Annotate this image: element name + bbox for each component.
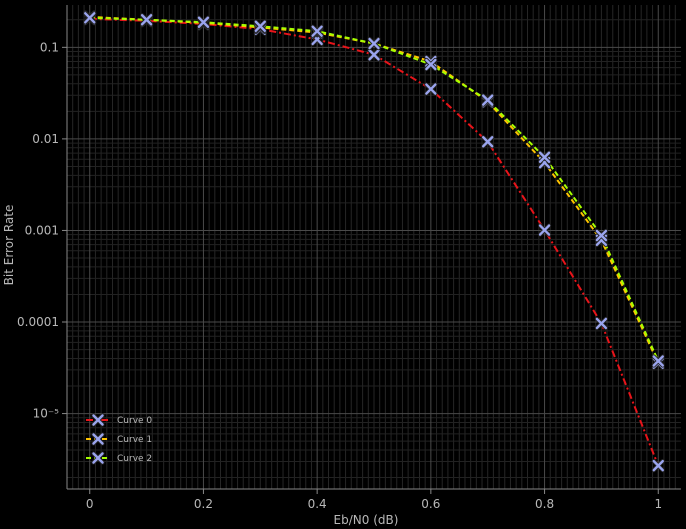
data-point-2-4	[310, 24, 324, 38]
x-tick-label: 0.6	[421, 497, 440, 511]
data-point-0-9	[594, 316, 609, 331]
data-point-2-10	[651, 354, 665, 368]
y-tick-label: 0.0001	[17, 315, 59, 329]
y-tick-label: 0.001	[25, 223, 59, 237]
data-point-2-5	[367, 36, 381, 51]
data-point-0-5	[367, 48, 381, 62]
x-axis-label: Eb/N0 (dB)	[334, 513, 399, 527]
legend-marker-2	[91, 451, 105, 465]
x-tick-label: 1	[654, 497, 662, 511]
legend: Curve 0 Curve 1 Curve 2	[86, 413, 152, 465]
legend-marker-1	[91, 432, 105, 446]
x-tick-label: 0.8	[535, 497, 554, 511]
axes: 0 0.2 0.4 0.6 0.8 1 0.1 0.01 0.001 0.0001 10⁻⁵	[17, 5, 681, 511]
data-point-2-2	[196, 15, 211, 29]
data-point-2-7	[481, 93, 495, 107]
markers	[83, 10, 665, 473]
grid	[67, 5, 681, 489]
data-point-0-6	[424, 82, 438, 96]
data-point-0-7	[481, 135, 495, 149]
y-axis-label: Bit Error Rate	[2, 205, 16, 286]
y-tick-label: 10⁻⁵	[33, 407, 60, 421]
data-point-2-6	[424, 57, 438, 72]
data-point-0-10	[651, 459, 665, 473]
data-point-0-8	[537, 223, 552, 237]
x-tick-label: 0.2	[194, 497, 213, 511]
legend-marker-0	[91, 413, 105, 427]
data-point-2-0	[83, 11, 97, 25]
legend-label-1: Curve 1	[117, 435, 152, 445]
data-point-2-3	[253, 19, 267, 33]
x-tick-label: 0.4	[308, 497, 327, 511]
legend-label-2: Curve 2	[117, 454, 152, 464]
data-point-2-8	[537, 150, 552, 164]
data-point-2-1	[139, 13, 154, 27]
series-line-1	[89, 15, 660, 364]
legend-label-0: Curve 0	[117, 416, 152, 426]
data-point-2-9	[594, 228, 609, 243]
y-tick-label: 0.1	[40, 40, 59, 54]
y-tick-label: 0.01	[32, 132, 59, 146]
x-tick-label: 0	[86, 497, 94, 511]
